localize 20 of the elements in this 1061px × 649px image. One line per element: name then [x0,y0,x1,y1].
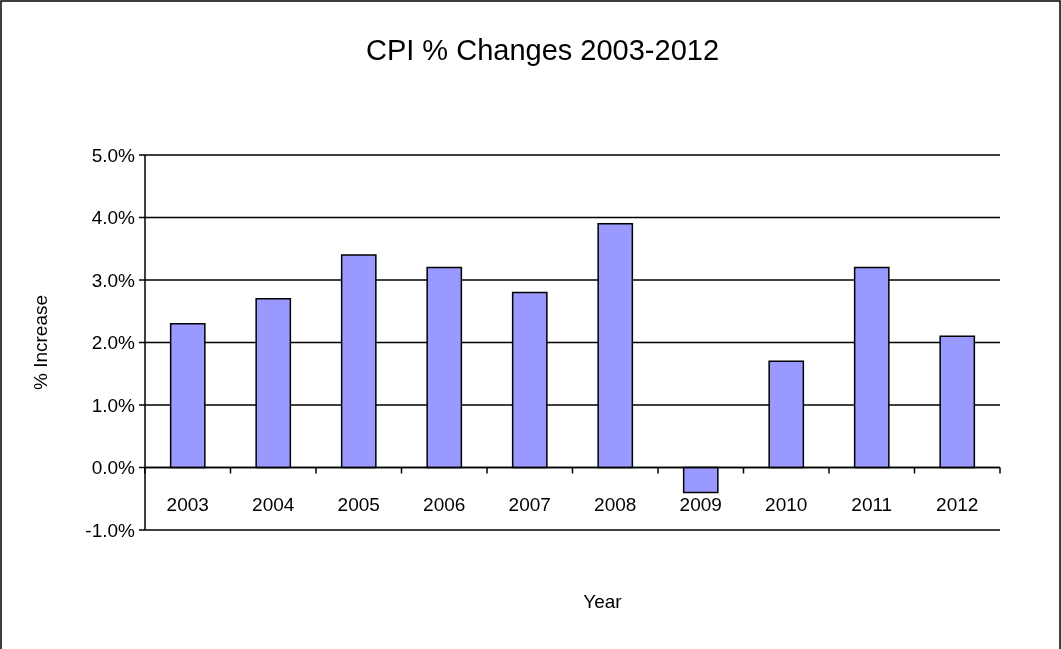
y-tick-label: 0.0% [91,457,136,479]
x-tick-label: 2005 [337,493,380,515]
chart-title: CPI % Changes 2003-2012 [365,34,720,66]
x-tick-label: 2012 [936,493,979,515]
x-tick-label: 2008 [594,493,637,515]
x-tick-label: 2009 [679,493,722,515]
x-tick-label: 2003 [166,493,209,515]
y-axis-title: % Increase [30,294,51,391]
y-tick-label: 1.0% [91,394,136,416]
x-tick-label: 2011 [851,493,893,515]
x-tick-label: 2006 [423,493,466,515]
x-axis-title: Year [583,591,623,612]
y-tick-label: 2.0% [91,332,136,354]
x-tick-label: 2004 [252,493,295,515]
y-tick-label: 3.0% [91,269,136,291]
x-tick-label: 2010 [765,493,808,515]
y-tick-label: -1.0% [85,519,136,541]
x-tick-label: 2007 [508,493,551,515]
y-tick-label: 5.0% [91,144,136,166]
y-tick-label: 4.0% [91,207,136,229]
